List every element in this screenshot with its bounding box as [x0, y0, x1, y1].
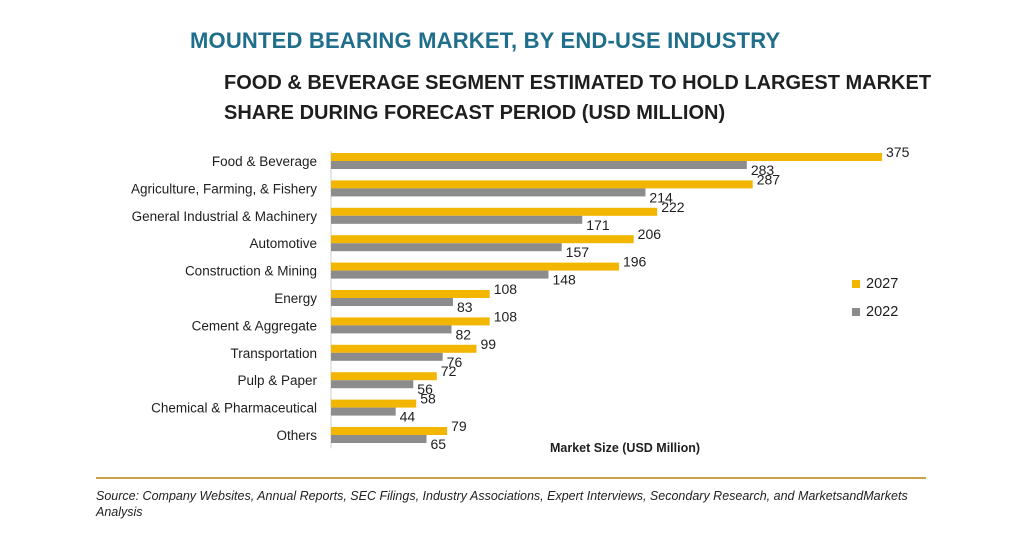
footer-divider: [96, 477, 926, 479]
bar-2022-3: [331, 243, 562, 252]
bar-2022-9: [331, 407, 396, 416]
bar-2027-4: [331, 262, 619, 271]
legend-swatch-2022: [852, 308, 860, 316]
data-label-2022: 148: [552, 272, 576, 288]
chart-subtitle: FOOD & BEVERAGE SEGMENT ESTIMATED TO HOL…: [224, 72, 932, 124]
bar-2027-5: [331, 290, 490, 298]
category-label: Others: [276, 428, 317, 443]
data-label-2027: 108: [494, 308, 518, 324]
bar-2027-2: [331, 207, 658, 216]
data-label-2027: 222: [661, 199, 685, 215]
category-label: Automotive: [249, 236, 317, 251]
bar-2022-7: [331, 352, 443, 361]
data-label-2027: 79: [451, 418, 467, 434]
legend-swatch-2027: [852, 280, 860, 288]
bar-2027-10: [331, 427, 448, 435]
bar-2027-1: [331, 180, 753, 189]
legend-label-2022: 2022: [866, 304, 898, 320]
category-label: Food & Beverage: [212, 154, 317, 169]
data-label-2022: 214: [649, 189, 673, 205]
data-label-2022: 171: [586, 217, 610, 233]
data-label-2022: 44: [400, 409, 416, 425]
bar-2027-0: [331, 153, 882, 161]
data-label-2027: 206: [638, 226, 662, 242]
category-label: Cement & Aggregate: [192, 318, 317, 333]
bar-2027-7: [331, 344, 477, 353]
bar-2022-10: [331, 435, 427, 443]
data-label-2022: 283: [751, 162, 775, 178]
bar-2022-2: [331, 215, 583, 224]
data-label-2027: 196: [623, 254, 647, 270]
chart-title: MOUNTED BEARING MARKET, BY END-USE INDUS…: [190, 28, 781, 53]
data-label-2027: 99: [480, 336, 496, 352]
category-label: Energy: [274, 291, 317, 306]
bar-2027-6: [331, 317, 490, 326]
bar-2022-5: [331, 298, 453, 306]
bar-chart: Food & Beverage 375 283 Agriculture, Farmin…: [131, 144, 910, 455]
category-label: General Industrial & Machinery: [132, 209, 318, 224]
category-label: Chemical & Pharmaceutical: [151, 401, 317, 416]
category-label: Construction & Mining: [185, 264, 317, 279]
data-label-2027: 72: [441, 363, 457, 379]
bar-2022-0: [331, 161, 747, 169]
legend-label-2027: 2027: [866, 276, 898, 292]
category-label: Agriculture, Farming, & Fishery: [131, 181, 317, 196]
x-axis-title: Market Size (USD Million): [550, 441, 700, 455]
data-label-2027: 58: [420, 391, 436, 407]
data-label-2022: 82: [455, 326, 471, 342]
bar-2022-4: [331, 270, 549, 279]
data-label-2027: 287: [757, 171, 781, 187]
bar-2027-9: [331, 399, 417, 408]
data-label-2027: 375: [886, 144, 910, 160]
source-note: Source: Company Websites, Annual Reports…: [96, 489, 908, 519]
data-label-2022: 76: [447, 354, 463, 370]
bar-2027-3: [331, 235, 634, 244]
bar-2022-1: [331, 188, 646, 197]
bar-2022-6: [331, 325, 452, 334]
category-label: Pulp & Paper: [237, 373, 317, 388]
data-label-2022: 157: [566, 244, 590, 260]
data-label-2022: 65: [431, 436, 447, 452]
bar-2027-8: [331, 372, 437, 381]
bar-2022-8: [331, 380, 414, 389]
data-label-2022: 56: [417, 381, 433, 397]
category-label: Transportation: [230, 346, 317, 361]
data-label-2027: 108: [494, 281, 518, 297]
data-label-2022: 83: [457, 299, 473, 315]
